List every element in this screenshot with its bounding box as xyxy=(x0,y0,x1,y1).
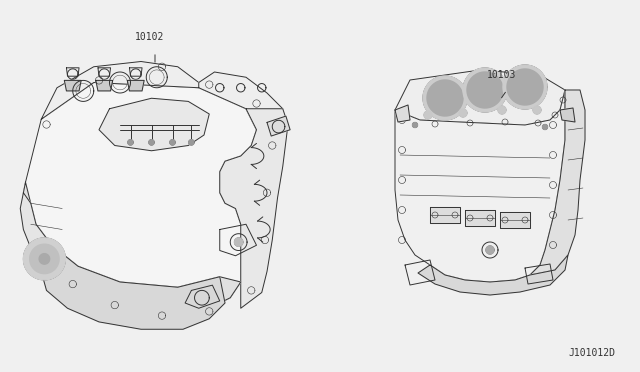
Polygon shape xyxy=(234,238,243,246)
Polygon shape xyxy=(96,80,113,91)
Polygon shape xyxy=(418,255,568,295)
Polygon shape xyxy=(127,80,144,91)
Text: 10102: 10102 xyxy=(135,32,164,42)
Polygon shape xyxy=(41,61,199,119)
Polygon shape xyxy=(189,140,194,145)
Polygon shape xyxy=(128,140,133,145)
Polygon shape xyxy=(39,254,50,264)
Polygon shape xyxy=(423,76,467,120)
Polygon shape xyxy=(170,140,175,145)
Polygon shape xyxy=(500,212,530,228)
Polygon shape xyxy=(149,140,154,145)
Polygon shape xyxy=(498,106,506,114)
Text: J101012D: J101012D xyxy=(568,348,615,358)
Polygon shape xyxy=(24,182,241,319)
Polygon shape xyxy=(20,193,52,272)
Polygon shape xyxy=(395,70,565,125)
Polygon shape xyxy=(503,65,547,109)
Polygon shape xyxy=(543,125,547,129)
Polygon shape xyxy=(24,238,65,280)
Polygon shape xyxy=(430,207,460,223)
Polygon shape xyxy=(413,122,417,128)
Polygon shape xyxy=(99,98,209,151)
Polygon shape xyxy=(507,69,543,105)
Polygon shape xyxy=(530,90,585,275)
Polygon shape xyxy=(459,109,467,117)
Polygon shape xyxy=(424,111,432,119)
Polygon shape xyxy=(533,106,541,114)
Polygon shape xyxy=(560,108,575,122)
Text: 10103: 10103 xyxy=(487,70,516,80)
Polygon shape xyxy=(220,109,288,308)
Polygon shape xyxy=(29,244,59,273)
Polygon shape xyxy=(465,210,495,226)
Polygon shape xyxy=(463,68,507,112)
Polygon shape xyxy=(65,80,81,91)
Polygon shape xyxy=(24,83,257,319)
Polygon shape xyxy=(41,245,225,329)
Polygon shape xyxy=(199,72,283,135)
Polygon shape xyxy=(395,105,410,122)
Polygon shape xyxy=(395,90,565,282)
Polygon shape xyxy=(267,116,290,136)
Polygon shape xyxy=(427,80,463,116)
Polygon shape xyxy=(486,246,494,254)
Polygon shape xyxy=(467,72,503,108)
